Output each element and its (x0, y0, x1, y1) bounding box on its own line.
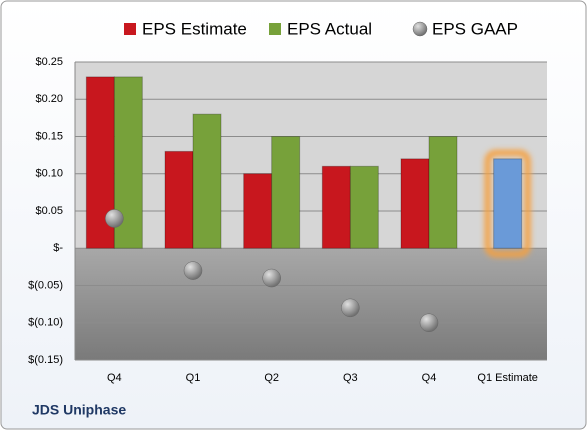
bar (271, 136, 301, 249)
y-tick-label: $(0.10) (28, 317, 63, 329)
y-tick-label: $0.20 (35, 93, 63, 105)
bar (400, 158, 430, 249)
y-tick-label: $0.05 (35, 205, 63, 217)
legend-label: EPS Estimate (142, 19, 247, 38)
y-tick-label: $(0.15) (28, 354, 63, 366)
footer: JDS Uniphase (32, 402, 126, 418)
y-tick-label: $- (53, 242, 63, 254)
gaap-point (183, 261, 203, 280)
bar (321, 165, 351, 249)
legend-label: EPS GAAP (432, 19, 518, 38)
estimate-bar (493, 158, 523, 249)
gaap-point (341, 298, 360, 318)
bar (428, 136, 458, 249)
x-tick-label: Q2 (264, 372, 279, 384)
legend-label: EPS Actual (287, 19, 372, 38)
x-tick-label: Q4 (107, 372, 122, 384)
y-tick-label: $0.10 (35, 168, 63, 180)
legend-marker (269, 23, 281, 35)
highlight-glow (484, 149, 531, 258)
legend-marker (412, 21, 428, 37)
bar (192, 113, 222, 249)
plot-area-negative (75, 248, 547, 360)
y-tick-label: $(0.05) (28, 279, 63, 291)
gaap-point (262, 268, 281, 288)
bar (164, 150, 194, 249)
x-tick-label: Q4 (422, 372, 437, 384)
x-tick-label: Q3 (343, 372, 358, 384)
gaap-point (105, 209, 124, 228)
legend-marker (124, 23, 136, 35)
plot-area (75, 62, 547, 249)
x-tick-label: Q1 (186, 372, 201, 384)
bar (243, 173, 273, 249)
bar (349, 165, 379, 249)
gaap-point (419, 313, 439, 332)
y-tick-label: $0.25 (35, 56, 63, 68)
x-tick-label: Q1 Estimate (477, 372, 538, 384)
y-tick-label: $0.15 (35, 130, 63, 142)
